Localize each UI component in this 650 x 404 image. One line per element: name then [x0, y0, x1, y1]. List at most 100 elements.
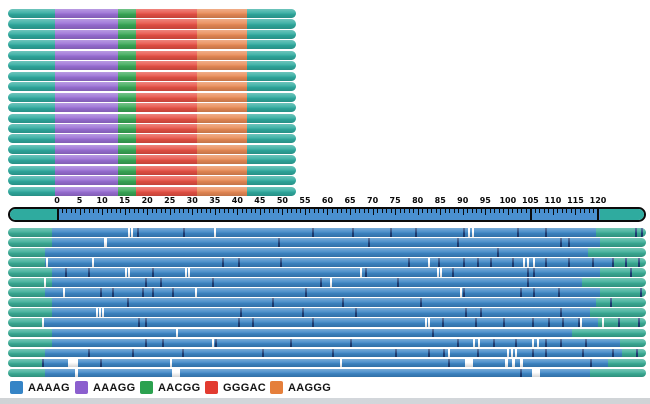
- motif-segment-flank: [247, 113, 296, 123]
- alignment-row: [8, 258, 646, 267]
- ruler-label: 80: [412, 196, 424, 205]
- ruler-tick: [453, 209, 455, 213]
- gap-mark: [532, 338, 534, 348]
- ruler-tick: [115, 209, 117, 213]
- motif-segment-GGGAC: [136, 29, 197, 39]
- variant-tick: [305, 288, 307, 297]
- motif-segment-flank: [8, 40, 55, 50]
- ruler-tick: [120, 209, 122, 213]
- motif-segment-AAAGG: [55, 9, 118, 19]
- motif-segment-AAGGG: [197, 165, 247, 175]
- ruler-tick: [214, 209, 216, 215]
- motif-bar-row: [8, 19, 296, 29]
- motif-segment-AAGGG: [197, 61, 247, 71]
- gap-mark: [185, 268, 187, 277]
- motif-segment-AAAGG: [55, 113, 118, 123]
- motif-segment-AAGGG: [197, 19, 247, 29]
- ruler-tick: [539, 209, 541, 213]
- gap-mark: [128, 228, 130, 237]
- gap-mark: [472, 228, 474, 237]
- variant-tick: [562, 318, 564, 328]
- flank-left-segment: [8, 328, 52, 338]
- gap-mark: [602, 318, 604, 328]
- variant-tick: [582, 348, 584, 358]
- motif-segment-AAAGG: [55, 92, 118, 102]
- motif-segment-AAGGG: [197, 9, 247, 19]
- motif-segment-AAAGG: [55, 165, 118, 175]
- ruler-tick: [404, 209, 406, 213]
- legend-label: AAGGG: [288, 381, 332, 394]
- ruler-tick: [507, 209, 509, 215]
- motif-bar-row: [8, 144, 296, 154]
- motif-segment-AACGG: [118, 103, 136, 113]
- variant-tick: [612, 348, 614, 358]
- motif-segment-AAGGG: [197, 113, 247, 123]
- ruler-tick: [160, 209, 162, 213]
- ruler-tick: [534, 209, 536, 213]
- motif-bar-row: [8, 82, 296, 92]
- ruler-tick: [516, 209, 518, 213]
- ruler-tick: [498, 209, 500, 213]
- gap-mark: [214, 228, 216, 237]
- motif-segment-GGGAC: [136, 40, 197, 50]
- ruler-tick: [525, 209, 527, 213]
- motif-segment-flank: [8, 92, 55, 102]
- motif-segment-flank: [8, 186, 55, 196]
- ruler-divider: [597, 209, 600, 220]
- ruler-tick: [345, 209, 347, 213]
- ruler-tick: [169, 209, 171, 215]
- ruler-tick: [440, 209, 442, 215]
- gap-mark: [104, 238, 107, 247]
- ruler-label: 115: [567, 196, 584, 205]
- motif-segment-flank: [8, 155, 55, 165]
- motif-segment-AAGGG: [197, 155, 247, 165]
- alignment-row: [8, 328, 646, 338]
- gap-mark: [505, 358, 508, 368]
- ruler-tick: [286, 209, 288, 213]
- variant-tick: [635, 228, 637, 237]
- gap-mark: [537, 338, 539, 348]
- ruler-tick: [156, 209, 158, 213]
- flank-right-segment: [600, 238, 646, 247]
- alignment-row: [8, 278, 646, 287]
- variant-tick: [590, 358, 592, 368]
- ruler-tick: [291, 209, 293, 213]
- ruler-label: 60: [321, 196, 334, 205]
- gap-mark: [68, 358, 78, 368]
- flank-left-segment: [8, 358, 42, 368]
- ruler-tick: [210, 209, 212, 213]
- motif-segment-flank: [247, 71, 296, 81]
- variant-tick: [545, 258, 547, 267]
- variant-tick: [527, 268, 529, 277]
- ruler-tick: [138, 209, 140, 213]
- variant-tick: [397, 278, 399, 287]
- variant-tick: [160, 278, 162, 287]
- gap-mark: [425, 318, 427, 328]
- motif-segment-GGGAC: [136, 82, 197, 92]
- ruler-label: 25: [164, 196, 176, 205]
- variant-tick: [278, 238, 280, 247]
- ruler-tick: [435, 209, 437, 213]
- flank-right-segment: [598, 318, 646, 328]
- gap-mark: [440, 268, 442, 277]
- variant-tick: [568, 238, 570, 247]
- motif-segment-flank: [8, 19, 55, 29]
- variant-tick: [215, 338, 217, 348]
- motif-segment-GGGAC: [136, 123, 197, 134]
- ruler-tick: [142, 209, 144, 213]
- gap-mark: [360, 268, 362, 277]
- motif-segment-flank: [8, 123, 55, 134]
- variant-tick: [172, 288, 174, 297]
- motif-bar-row: [8, 103, 296, 113]
- motif-segment-AAAGG: [55, 155, 118, 165]
- flank-right-segment: [596, 228, 646, 237]
- ruler-tick: [426, 209, 428, 213]
- variant-tick: [533, 268, 535, 277]
- ruler-tick: [471, 209, 473, 213]
- motif-segment-AACGG: [118, 186, 136, 196]
- ruler-tick: [467, 209, 469, 213]
- motif-segment-flank: [247, 92, 296, 102]
- motif-bar-row: [8, 29, 296, 39]
- repeat-segment-AAAAG: [45, 248, 588, 257]
- motif-segment-flank: [8, 144, 55, 154]
